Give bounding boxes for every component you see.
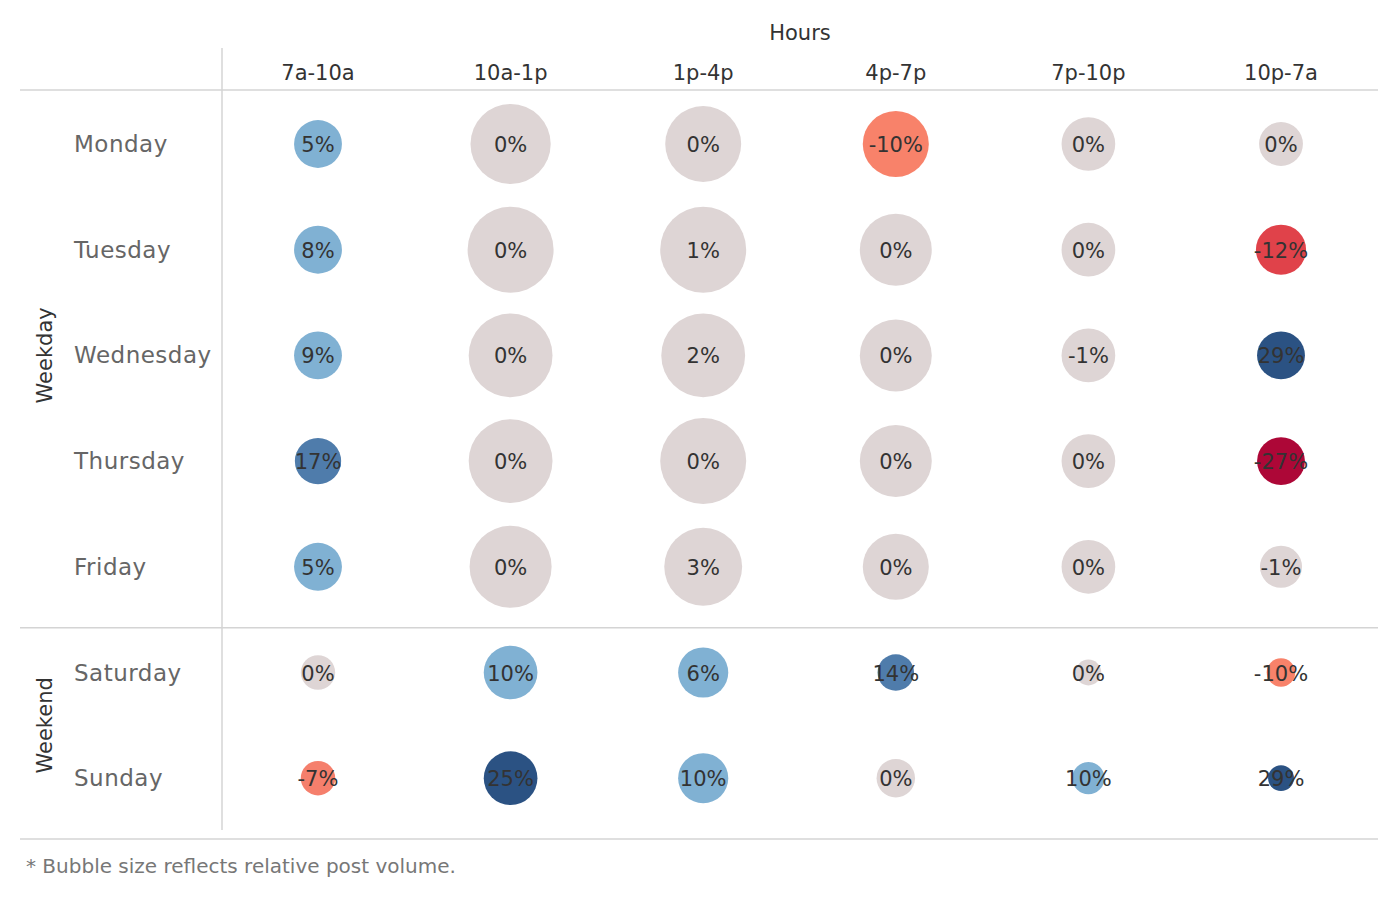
data-label: 0% (1264, 133, 1297, 157)
bubble (1062, 223, 1116, 277)
data-label: 10% (487, 662, 534, 686)
column-label: 7a-10a (281, 61, 354, 85)
data-label: 9% (301, 344, 334, 368)
data-label: -27% (1254, 450, 1308, 474)
row-label: Monday (74, 131, 168, 157)
data-label: -10% (1254, 662, 1308, 686)
bubble (469, 419, 553, 503)
bubble (1062, 540, 1116, 594)
bubble (1062, 434, 1116, 488)
data-label: -12% (1254, 239, 1308, 263)
row-label: Saturday (74, 660, 182, 686)
bubble (484, 646, 538, 700)
bubble (294, 120, 342, 168)
bubble (860, 319, 932, 391)
data-label: 0% (879, 239, 912, 263)
footnote: * Bubble size reflects relative post vol… (26, 854, 456, 878)
column-label: 4p-7p (865, 61, 926, 85)
row-label: Wednesday (74, 342, 212, 368)
bubble (294, 543, 342, 591)
row-label: Friday (74, 554, 147, 580)
bubble (468, 207, 554, 293)
data-label: 5% (301, 556, 334, 580)
data-label: 0% (687, 133, 720, 157)
bubble (860, 425, 932, 497)
data-label: 10% (680, 767, 727, 791)
bubble (301, 655, 335, 689)
bubble (664, 528, 742, 606)
data-label: 5% (301, 133, 334, 157)
header-line (20, 89, 1378, 91)
data-label: 0% (494, 239, 527, 263)
bubble (1260, 546, 1302, 588)
data-label: -1% (1261, 556, 1302, 580)
data-label: 0% (494, 133, 527, 157)
data-label: 29% (1258, 344, 1305, 368)
data-label: 0% (494, 556, 527, 580)
data-label: 8% (301, 239, 334, 263)
data-label: 0% (1072, 556, 1105, 580)
bubble (863, 111, 929, 177)
data-label: 0% (879, 556, 912, 580)
data-label: 2% (687, 344, 720, 368)
data-label: 14% (872, 662, 919, 686)
bubble (660, 418, 746, 504)
bubble (660, 207, 746, 293)
data-label: -7% (298, 767, 339, 791)
data-label: 0% (1072, 662, 1105, 686)
bubble (470, 104, 550, 184)
row-label: Thursday (73, 448, 185, 474)
data-label: 0% (1072, 239, 1105, 263)
data-label: 0% (879, 767, 912, 791)
data-label: 1% (687, 239, 720, 263)
bubble (469, 313, 553, 397)
data-label: -10% (869, 133, 923, 157)
data-label: 0% (1072, 450, 1105, 474)
data-label: 29% (1258, 767, 1305, 791)
bubble (665, 106, 741, 182)
row-label: Tuesday (73, 237, 171, 263)
group-label: Weekday (33, 307, 57, 403)
bubble (470, 526, 552, 608)
data-label: 0% (879, 450, 912, 474)
data-label: 0% (1072, 133, 1105, 157)
data-label: 17% (295, 450, 342, 474)
data-label: 0% (494, 450, 527, 474)
data-label: -1% (1068, 344, 1109, 368)
data-label: 25% (487, 767, 534, 791)
data-label: 0% (494, 344, 527, 368)
group-divider (20, 627, 1378, 629)
bubble (1062, 117, 1116, 171)
bubble (295, 438, 341, 484)
group-divider (20, 838, 1378, 840)
column-label: 1p-4p (673, 61, 734, 85)
data-label: 6% (687, 662, 720, 686)
data-label: 10% (1065, 767, 1112, 791)
bubble (484, 751, 538, 805)
row-label: Sunday (74, 765, 163, 791)
bubble (678, 753, 728, 803)
group-label: Weekend (33, 677, 57, 773)
data-label: 0% (687, 450, 720, 474)
bubble (1259, 122, 1303, 166)
label-divider (221, 48, 223, 830)
axis-title: Hours (769, 21, 831, 45)
bubble (863, 534, 929, 600)
bubble (1062, 329, 1116, 383)
chart: Hours 7a-10a 10a-1p 1p-4p 4p-7p 7p-10p 10p-7a M… (0, 0, 1400, 900)
bubble (661, 313, 745, 397)
column-label: 10p-7a (1244, 61, 1318, 85)
bubble (294, 226, 342, 274)
bubble (877, 759, 915, 797)
column-label: 7p-10p (1051, 61, 1125, 85)
bubble (294, 331, 342, 379)
bubble (1257, 331, 1305, 379)
bubble (678, 647, 728, 697)
data-label: 0% (879, 344, 912, 368)
data-label: 3% (687, 556, 720, 580)
column-label: 10a-1p (474, 61, 548, 85)
data-label: 0% (301, 662, 334, 686)
bubble (860, 214, 932, 286)
